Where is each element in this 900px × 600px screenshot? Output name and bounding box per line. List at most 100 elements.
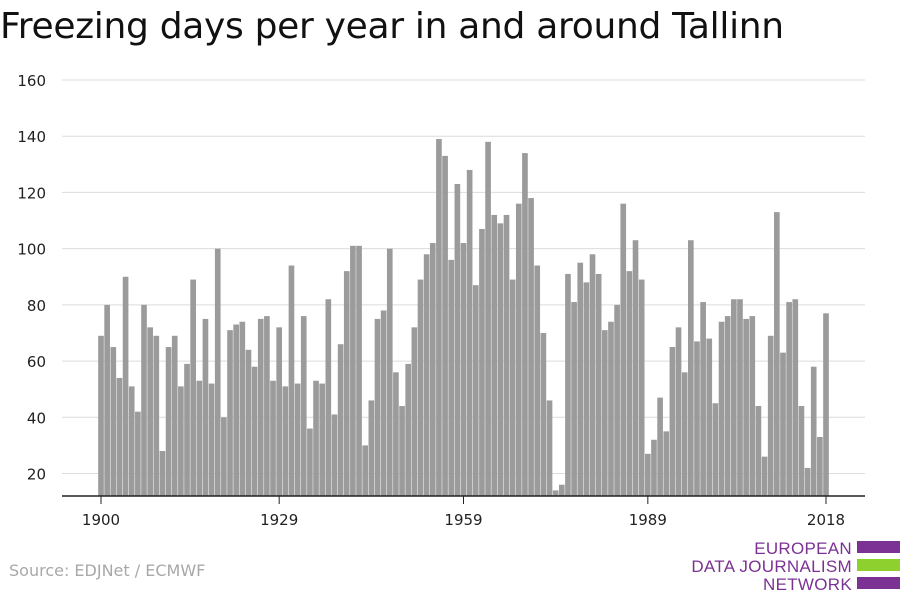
bar-1955: [436, 139, 442, 496]
bar-2001: [718, 321, 725, 496]
bar-1913: [178, 386, 184, 496]
bar-1971: [534, 265, 541, 496]
bar-1905: [128, 386, 135, 496]
edjnet-logo: EUROPEAN DATA JOURNALISM NETWORK: [691, 538, 900, 600]
bar-2002: [724, 316, 731, 496]
bar-1966: [503, 214, 510, 496]
bar-1986: [626, 271, 633, 496]
bar-1909: [153, 335, 160, 496]
y-tick-label: 60: [27, 353, 46, 371]
bar-1942: [356, 245, 362, 496]
bar-1920: [221, 417, 227, 496]
bar-1974: [552, 490, 559, 496]
bar-1970: [528, 198, 534, 496]
bar-1954: [429, 243, 436, 496]
x-axis-ticks: 1900 1929 1959 1989 2018: [82, 496, 845, 529]
bar-1911: [165, 347, 172, 496]
x-tick-label: 2018: [807, 511, 845, 529]
bar-1961: [472, 285, 479, 496]
logo-line-1: EUROPEAN: [754, 539, 852, 558]
bar-1992: [663, 431, 670, 496]
bar-chart: 20 40 60 80 100 120 140 160 1900 1929 1959 1989 201…: [17, 72, 865, 529]
bar-2009: [767, 335, 774, 496]
bar-1943: [362, 445, 369, 496]
bars: [98, 139, 829, 497]
bar-2003: [731, 299, 737, 496]
y-tick-label: 40: [27, 409, 46, 427]
bar-1928: [270, 380, 276, 496]
bar-1959: [460, 243, 467, 496]
bar-1915: [190, 279, 196, 496]
bar-1929: [276, 327, 283, 496]
y-tick-label: 160: [17, 72, 46, 90]
chart-title: Freezing days per year in and around Tal…: [0, 6, 784, 47]
bar-1903: [116, 377, 123, 496]
bar-1941: [350, 245, 356, 496]
bar-1950: [405, 363, 412, 496]
bar-1984: [614, 304, 620, 496]
bar-1940: [343, 271, 350, 496]
bar-1910: [159, 451, 166, 496]
bar-1985: [620, 203, 627, 497]
bar-1930: [282, 386, 289, 496]
bar-1969: [522, 153, 528, 496]
x-tick-label: 1959: [444, 511, 482, 529]
bar-1918: [208, 383, 215, 496]
bar-1962: [479, 228, 485, 497]
bar-2011: [780, 352, 786, 496]
bar-1919: [214, 248, 221, 496]
bar-1953: [423, 254, 430, 496]
bar-1924: [245, 349, 252, 496]
bar-1932: [294, 383, 301, 496]
bar-1975: [558, 484, 565, 496]
bar-1900: [98, 335, 104, 496]
bar-1925: [251, 366, 258, 496]
bar-1981: [595, 273, 602, 496]
bar-1907: [141, 304, 147, 496]
bar-1996: [688, 240, 694, 496]
bar-1990: [651, 439, 657, 496]
bar-1906: [135, 411, 141, 496]
bar-1998: [700, 302, 706, 496]
bar-1914: [184, 363, 190, 496]
bar-1922: [233, 324, 239, 496]
bar-1945: [374, 318, 381, 496]
bar-1948: [393, 372, 399, 496]
bar-2013: [792, 299, 799, 496]
bar-2005: [743, 318, 749, 496]
bar-1951: [411, 327, 418, 496]
bar-1949: [399, 406, 405, 496]
bar-1965: [497, 223, 504, 496]
y-tick-label: 140: [17, 128, 46, 146]
bar-1964: [491, 214, 498, 496]
bar-1946: [380, 310, 387, 496]
bar-1926: [257, 318, 264, 496]
bar-2018: [823, 313, 829, 496]
bar-1982: [601, 330, 608, 496]
bar-1968: [515, 203, 522, 497]
bar-2007: [755, 406, 762, 496]
bar-1997: [694, 341, 700, 496]
bar-1933: [300, 316, 307, 496]
x-tick-label: 1900: [82, 511, 120, 529]
bar-1987: [632, 240, 639, 496]
bar-2015: [804, 467, 811, 496]
bar-1973: [546, 400, 553, 496]
bar-2017: [817, 436, 823, 496]
bar-2012: [786, 302, 792, 496]
bar-1991: [657, 397, 663, 496]
y-tick-label: 100: [17, 241, 46, 259]
bar-1931: [288, 265, 295, 496]
y-tick-label: 120: [17, 184, 46, 202]
bar-1980: [589, 254, 596, 496]
bar-2000: [712, 403, 719, 496]
y-axis-tick-labels: 20 40 60 80 100 120 140 160: [17, 72, 46, 484]
bar-1976: [565, 273, 571, 496]
bar-1956: [442, 155, 448, 496]
bar-1904: [122, 276, 129, 496]
bar-1935: [313, 380, 319, 496]
logo-bar-top: [857, 541, 900, 553]
bar-1979: [583, 282, 590, 496]
bar-1994: [675, 327, 682, 496]
bar-1916: [196, 380, 203, 496]
